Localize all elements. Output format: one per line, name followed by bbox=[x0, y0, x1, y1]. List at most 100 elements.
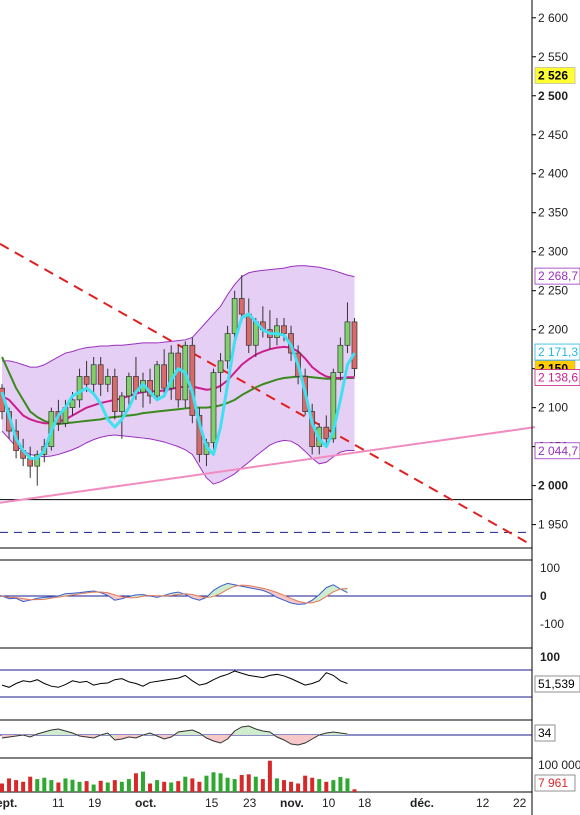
volume-tag-bg bbox=[534, 774, 576, 792]
volume-bar bbox=[141, 771, 145, 792]
candle-body bbox=[118, 395, 125, 412]
candle-body bbox=[238, 298, 245, 315]
candle-body bbox=[111, 376, 118, 412]
candle-body bbox=[330, 372, 337, 440]
y-tick-label: 2 350 bbox=[538, 206, 568, 220]
volume-bar bbox=[162, 781, 167, 792]
y-tick-label: 2 300 bbox=[538, 245, 568, 259]
x-tick-label: 23 bbox=[243, 796, 257, 810]
volume-bar bbox=[211, 772, 216, 792]
volume-bar bbox=[232, 779, 237, 792]
volume-bar bbox=[197, 781, 202, 792]
macd-fill-segment bbox=[248, 585, 256, 589]
tag-bollinger_upper: 2 268,7 bbox=[538, 269, 578, 283]
volume-bar bbox=[324, 781, 329, 792]
volume-bar bbox=[126, 779, 131, 792]
candle-body bbox=[351, 321, 358, 370]
macd-fill-segment bbox=[284, 595, 292, 603]
volume-bar bbox=[28, 776, 33, 792]
candle-body bbox=[175, 352, 182, 401]
macd-label-neg100: -100 bbox=[540, 617, 564, 631]
volume-bar bbox=[317, 779, 322, 792]
candle-body bbox=[126, 376, 132, 397]
candle-body bbox=[34, 454, 41, 467]
y-tick-label: 2 400 bbox=[538, 167, 568, 181]
vosc-tag: 34 bbox=[538, 726, 552, 740]
tag-ma_fast: 2 171,3 bbox=[538, 345, 578, 359]
candle bbox=[238, 275, 245, 322]
vosc-fill-segment bbox=[291, 735, 299, 745]
volume-bar bbox=[310, 777, 315, 792]
volume-bar bbox=[0, 783, 4, 792]
x-tick-label: 18 bbox=[358, 796, 372, 810]
x-tick-label: 15 bbox=[205, 796, 219, 810]
tag-bg-ma_fast bbox=[534, 343, 580, 361]
vosc-fill-segment bbox=[58, 729, 66, 735]
candle-body bbox=[168, 352, 175, 389]
volume-bar bbox=[155, 780, 160, 792]
macd-label-100: 100 bbox=[540, 561, 560, 575]
y-tick-label: 2 250 bbox=[538, 284, 568, 298]
tag-bg-bollinger_upper bbox=[534, 267, 580, 285]
volume-bar bbox=[274, 778, 279, 792]
x-tick-label: 22 bbox=[513, 796, 527, 810]
x-tick-label: 12 bbox=[476, 796, 490, 810]
support-trendline bbox=[0, 426, 536, 504]
y-tick-label: 2 550 bbox=[538, 50, 568, 64]
candle bbox=[323, 415, 330, 447]
volume-bar bbox=[7, 778, 12, 792]
candle bbox=[76, 368, 83, 408]
macd-fill-segment bbox=[255, 586, 263, 591]
volume-oscillator-pane: 34 bbox=[0, 719, 556, 746]
volume-bar bbox=[190, 778, 195, 792]
x-tick-label: 19 bbox=[88, 796, 102, 810]
vosc-fill-segment bbox=[284, 735, 292, 744]
volume-bar bbox=[183, 776, 188, 792]
candle bbox=[337, 337, 344, 381]
macd-pane: 100 0 -100 bbox=[0, 559, 564, 631]
candle-body bbox=[245, 313, 252, 346]
vosc-fill-segment bbox=[44, 730, 52, 735]
volume-bar bbox=[204, 775, 209, 792]
stoch-value-tag-bg bbox=[534, 675, 580, 693]
candle bbox=[344, 302, 351, 354]
macd-fill-segment bbox=[326, 584, 334, 597]
candle-body bbox=[231, 298, 238, 334]
volume-bar bbox=[84, 781, 89, 792]
candle bbox=[97, 356, 104, 396]
volume-bar bbox=[70, 779, 75, 792]
vosc-fill-segment bbox=[220, 735, 228, 743]
volume-bar bbox=[49, 780, 54, 792]
volume-bar bbox=[176, 781, 181, 792]
y-tick-label: 2 600 bbox=[538, 11, 568, 25]
volume-bar bbox=[77, 781, 82, 792]
x-tick-label: oct. bbox=[135, 796, 156, 810]
macd-fill-segment bbox=[333, 584, 341, 592]
volume-bar bbox=[239, 775, 244, 792]
x-tick-label: 10 bbox=[322, 796, 336, 810]
candle-body bbox=[189, 344, 196, 416]
y-tick-label: 1 950 bbox=[538, 518, 568, 532]
candle bbox=[168, 345, 175, 400]
volume-bar bbox=[42, 777, 47, 792]
y-tick-label: 2 500 bbox=[538, 89, 568, 103]
vosc-fill-segment bbox=[248, 726, 256, 735]
candle-body bbox=[210, 372, 217, 444]
candle-body bbox=[76, 376, 83, 401]
vosc-fill-segment bbox=[298, 735, 306, 745]
candle-body bbox=[217, 360, 224, 373]
y-tick-label: 2 200 bbox=[538, 323, 568, 337]
candle-body bbox=[97, 364, 104, 385]
candle bbox=[217, 353, 224, 393]
volume-bar bbox=[345, 778, 350, 792]
volume-bar bbox=[91, 784, 96, 792]
candle bbox=[126, 372, 132, 408]
price-y-axis: 2 600 2 550 2 500 2 450 2 400 2 350 2 300 2 250… bbox=[531, 0, 580, 815]
volume-bar bbox=[218, 773, 223, 792]
volume-bar bbox=[133, 773, 138, 792]
y-tick-label: 2 100 bbox=[538, 401, 568, 415]
macd-signal-line bbox=[1, 584, 348, 604]
vosc-line bbox=[1, 725, 348, 746]
volume-bar bbox=[21, 781, 26, 792]
time-x-axis: ept. 11 19 oct. 15 23 nov. 10 18 déc. 12 22 bbox=[0, 796, 527, 810]
